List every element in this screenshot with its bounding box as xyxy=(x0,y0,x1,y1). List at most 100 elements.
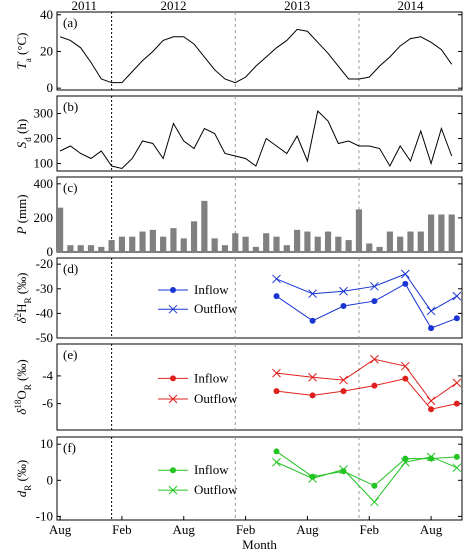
panel-label: (e) xyxy=(63,347,77,362)
marker xyxy=(309,317,316,324)
y-axis-label: δ18OR (‰) xyxy=(13,359,33,414)
series-line xyxy=(276,273,458,312)
y-axis-label: δ2HR (‰) xyxy=(13,273,33,324)
marker xyxy=(371,382,378,389)
y-axis-label-part: 18 xyxy=(13,399,23,409)
bar xyxy=(294,229,301,252)
marker xyxy=(309,392,316,399)
panel-frame xyxy=(56,11,463,91)
y-tick-label: 40 xyxy=(40,7,53,22)
x-axis-label: Month xyxy=(242,537,277,552)
y-tick-label: -30 xyxy=(36,281,53,296)
panel-label: (d) xyxy=(63,261,78,276)
marker xyxy=(452,463,462,473)
y-tick-label: -40 xyxy=(36,305,53,320)
bar xyxy=(335,236,342,252)
marker xyxy=(428,325,435,332)
y-axis-label-part: (‰) xyxy=(14,359,29,384)
bar xyxy=(211,238,218,252)
y-axis-label-part: d xyxy=(14,490,29,497)
bar xyxy=(448,214,455,252)
marker xyxy=(340,303,347,309)
panel-frame xyxy=(56,95,463,172)
x-tick-label: Aug xyxy=(173,522,196,537)
marker xyxy=(340,388,347,395)
marker xyxy=(402,375,409,382)
panel-frame xyxy=(56,436,463,521)
y-axis-label-part: (h) xyxy=(14,119,29,137)
marker xyxy=(370,497,379,507)
bar xyxy=(417,231,424,252)
y-axis-label-part: (mm) xyxy=(14,194,29,226)
marker xyxy=(272,368,281,378)
bar xyxy=(366,243,373,252)
bar xyxy=(160,236,167,252)
y-axis-label-part: T xyxy=(14,62,29,70)
bar xyxy=(67,245,74,252)
marker xyxy=(370,281,379,291)
bar xyxy=(139,231,146,252)
y-tick-label: 200 xyxy=(34,210,54,225)
marker xyxy=(400,457,410,467)
marker xyxy=(339,375,348,385)
y-tick-label: 100 xyxy=(34,156,54,171)
legend-label: Outflow xyxy=(194,301,238,316)
marker xyxy=(370,354,379,364)
marker xyxy=(272,274,281,284)
bar xyxy=(376,246,383,252)
y-tick-label: 0 xyxy=(47,244,54,259)
marker xyxy=(426,452,436,462)
legend-label: Inflow xyxy=(194,462,229,477)
legend-label: Inflow xyxy=(194,282,229,297)
marker xyxy=(400,269,410,279)
year-label: 2014 xyxy=(397,0,424,13)
bar xyxy=(190,221,198,252)
y-tick-label: 0 xyxy=(47,80,54,95)
x-tick-label: Aug xyxy=(420,522,443,537)
marker xyxy=(452,378,462,388)
y-axis-label-part: S xyxy=(14,141,29,148)
bar xyxy=(314,236,321,252)
y-tick-label: 20 xyxy=(40,43,53,58)
x-tick-label: Feb xyxy=(360,522,380,537)
bar xyxy=(149,229,156,252)
y-axis-label-part: O xyxy=(14,390,29,399)
legend-marker xyxy=(170,375,176,382)
y-axis-label-part: (‰) xyxy=(14,273,29,298)
y-tick-label: -6 xyxy=(42,396,53,411)
y-axis-label-part: d xyxy=(23,137,33,142)
y-axis-label-part: (‰) xyxy=(14,460,29,485)
bar xyxy=(355,209,363,252)
bar xyxy=(170,228,177,252)
bar xyxy=(397,236,404,252)
legend-marker xyxy=(168,485,178,495)
y-axis-label-part: R xyxy=(23,485,33,491)
marker xyxy=(273,388,280,395)
marker xyxy=(273,448,280,455)
marker xyxy=(339,465,348,474)
bar xyxy=(304,231,311,252)
panel-label: (f) xyxy=(63,440,76,455)
marker xyxy=(308,474,317,483)
legend-label: Outflow xyxy=(194,482,238,497)
y-tick-label: 400 xyxy=(34,176,54,191)
panel-frame xyxy=(56,257,463,339)
y-tick-label: -50 xyxy=(36,330,53,345)
bar xyxy=(324,231,332,252)
y-tick-label: -20 xyxy=(36,256,53,271)
y-tick-label: -10 xyxy=(36,508,53,523)
x-tick-label: Aug xyxy=(49,522,72,537)
bar xyxy=(129,236,136,252)
bar xyxy=(77,245,84,252)
bar xyxy=(232,233,239,252)
y-axis-label-part: P xyxy=(14,227,29,236)
marker xyxy=(452,291,462,301)
legend-label: Outflow xyxy=(194,391,238,406)
bar xyxy=(273,236,280,252)
legend-marker xyxy=(170,287,176,293)
year-label: 2012 xyxy=(160,0,186,13)
bar xyxy=(345,240,352,252)
legend-marker xyxy=(168,394,178,404)
bar xyxy=(180,238,187,252)
panel-label: (a) xyxy=(63,15,77,30)
